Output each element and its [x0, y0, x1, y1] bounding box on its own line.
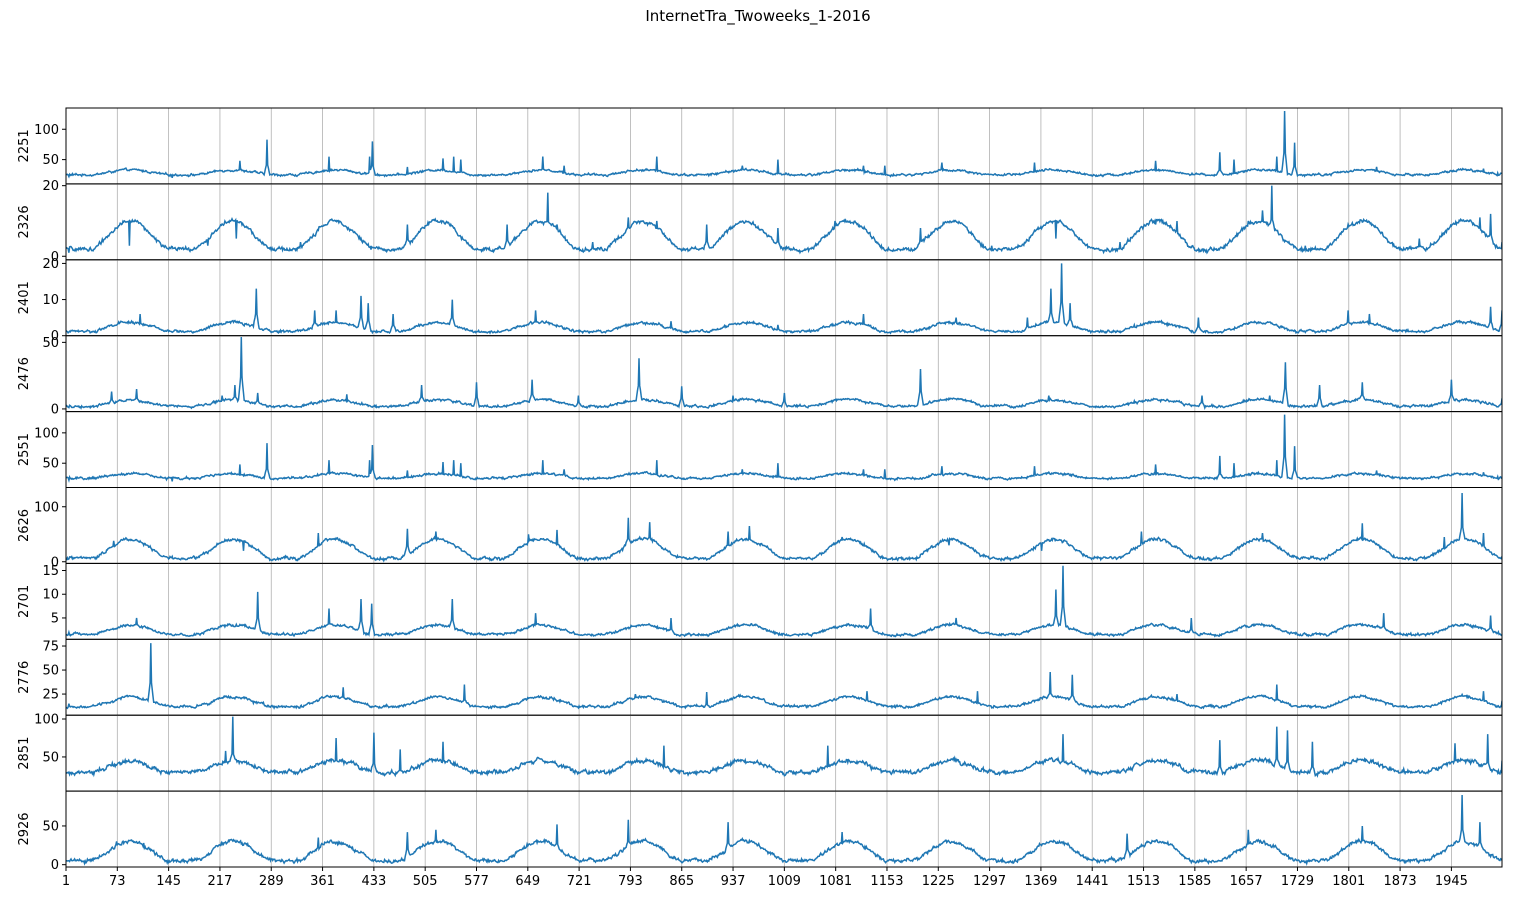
panel-2701: 5 10 15 2701: [17, 562, 1503, 640]
y-tick-label: 100: [34, 426, 59, 441]
series-line-2401: [66, 263, 1502, 335]
y-axis-label-2851: 2851: [17, 737, 32, 770]
series-line-2326: [66, 185, 1502, 255]
panel-2401: 0 10 20 2401: [17, 257, 1503, 344]
y-tick-label: 50: [42, 664, 59, 679]
y-tick-label: 25: [42, 688, 59, 703]
panel-2926: 0 50 2926: [17, 790, 1503, 873]
x-tick-label: 433: [361, 874, 386, 889]
x-tick-label: 505: [413, 874, 438, 889]
series-line-2476: [66, 336, 1502, 411]
series-line-2626: [66, 492, 1502, 563]
x-tick-label: 1081: [819, 874, 852, 889]
x-tick-label: 865: [669, 874, 694, 889]
x-tick-label: 1945: [1435, 874, 1468, 889]
panel-2326: 0 20 2326: [17, 179, 1503, 265]
y-tick-label: 75: [42, 640, 59, 655]
x-tick-label: 937: [721, 874, 746, 889]
y-tick-label: 100: [34, 712, 59, 727]
x-tick-label: 721: [567, 874, 592, 889]
series-line-2851: [66, 716, 1502, 779]
y-tick-label: 0: [51, 555, 59, 570]
x-tick-label: 1009: [768, 874, 801, 889]
y-axis-label-2926: 2926: [17, 812, 32, 845]
chart-title: InternetTra_Twoweeks_1-2016: [645, 7, 871, 25]
x-tick-label: 217: [208, 874, 233, 889]
x-tick-label: 649: [515, 874, 540, 889]
y-tick-label: 0: [51, 402, 59, 417]
y-axis-label-2251: 2251: [17, 129, 32, 162]
y-tick-label: 20: [42, 257, 59, 272]
x-tick-label: 289: [259, 874, 284, 889]
x-tick-label: 1585: [1178, 874, 1211, 889]
y-tick-label: 50: [42, 819, 59, 834]
panel-2776: 25 50 75 2776: [17, 638, 1503, 716]
y-tick-label: 10: [42, 293, 59, 308]
y-axis-label-2701: 2701: [17, 585, 32, 618]
y-tick-label: 50: [42, 750, 59, 765]
x-tick-label: 1801: [1332, 874, 1365, 889]
x-tick-label: 361: [310, 874, 335, 889]
y-axis-label-2776: 2776: [17, 661, 32, 694]
y-tick-label: 15: [42, 564, 59, 579]
y-tick-label: 100: [34, 123, 59, 138]
x-tick-label: 1657: [1230, 874, 1263, 889]
y-tick-label: 20: [42, 179, 59, 194]
x-tick-label: 793: [618, 874, 643, 889]
y-tick-label: 100: [34, 500, 59, 515]
y-axis-label-2401: 2401: [17, 281, 32, 314]
y-axis-label-2476: 2476: [17, 357, 32, 390]
x-tick-label: 1225: [922, 874, 955, 889]
y-tick-label: 5: [51, 611, 59, 626]
x-tick-label: 1441: [1076, 874, 1109, 889]
x-tick-label: 145: [156, 874, 181, 889]
y-tick-label: 0: [51, 250, 59, 265]
x-tick-label: 1513: [1127, 874, 1160, 889]
y-tick-label: 50: [42, 457, 59, 472]
x-tick-label: 1873: [1384, 874, 1417, 889]
y-axis-label-2326: 2326: [17, 205, 32, 238]
y-tick-label: 50: [42, 336, 59, 351]
x-tick-label: 577: [464, 874, 489, 889]
series-line-2701: [66, 565, 1502, 638]
x-tick-label: 1369: [1024, 874, 1057, 889]
series-line-2551: [66, 414, 1502, 483]
x-tick-label: 73: [109, 874, 126, 889]
x-tick-label: 1: [62, 874, 70, 889]
series-line-2776: [66, 643, 1502, 710]
y-axis-label-2626: 2626: [17, 509, 32, 542]
x-tick-label: 1729: [1281, 874, 1314, 889]
y-tick-label: 10: [42, 588, 59, 603]
y-tick-label: 0: [51, 329, 59, 344]
x-tick-label: 1153: [870, 874, 903, 889]
series-line-2926: [66, 794, 1502, 866]
y-axis-label-2551: 2551: [17, 433, 32, 466]
x-tick-label: 1297: [973, 874, 1006, 889]
y-tick-label: 50: [42, 153, 59, 168]
y-tick-label: 0: [51, 858, 59, 873]
panel-2476: 0 50 2476: [17, 335, 1503, 417]
series-line-2251: [66, 110, 1502, 179]
